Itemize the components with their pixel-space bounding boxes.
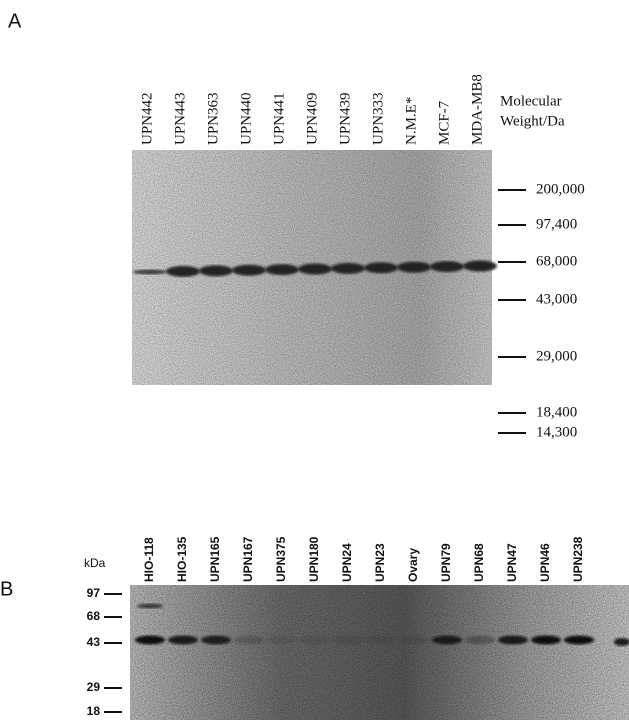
band [432, 635, 462, 645]
band [463, 260, 497, 272]
lane-label: UPN68 [472, 543, 486, 582]
marker-label: 97 [87, 586, 101, 600]
marker-label: 18 [87, 704, 101, 718]
band [168, 635, 198, 645]
band [300, 635, 330, 645]
band [364, 262, 398, 274]
band [366, 635, 396, 645]
band [465, 635, 495, 645]
lane-label: Ovary [406, 548, 420, 582]
lane-label: UPN23 [373, 543, 387, 582]
lane-label: MDA-MB8 [469, 74, 485, 145]
lane-label: UPN440 [238, 92, 254, 145]
band [265, 264, 299, 276]
lane-label: UPN46 [538, 543, 552, 582]
band [298, 263, 332, 275]
axis-title: Molecular [500, 93, 562, 109]
lane-label: UPN47 [505, 543, 519, 582]
axis-title: Weight/Da [500, 113, 565, 129]
panel-label: B [0, 578, 13, 600]
lane-label: N.M.E* [403, 97, 419, 145]
band [333, 635, 363, 645]
unit-label: kDa [84, 556, 106, 570]
lane-label: UPN180 [307, 536, 321, 582]
marker-label: 18,400 [536, 404, 577, 420]
lane-label: UPN238 [571, 536, 585, 582]
marker-label: 43,000 [536, 291, 577, 307]
marker-label: 68,000 [536, 253, 577, 269]
marker-label: 29 [87, 680, 101, 694]
marker-label: 200,000 [536, 181, 585, 197]
band [234, 635, 264, 645]
lane-label: UPN439 [337, 92, 353, 145]
band [531, 635, 561, 645]
lane-label: HIO-118 [142, 537, 156, 582]
band [166, 265, 200, 277]
marker-label: 68 [87, 609, 101, 623]
lane-label: UPN409 [304, 92, 320, 145]
band [133, 269, 167, 275]
band [614, 638, 629, 646]
lane-label: UPN442 [139, 92, 155, 145]
marker-label: 29,000 [536, 348, 577, 364]
lane-label: UPN443 [172, 92, 188, 145]
lane-label: UPN333 [370, 92, 386, 145]
marker-label: 97,400 [536, 216, 577, 232]
lane-label: UPN441 [271, 92, 287, 145]
marker-label: 14,300 [536, 424, 577, 440]
lane-label: MCF-7 [436, 100, 452, 145]
band [430, 261, 464, 273]
lane-label: UPN363 [205, 92, 221, 145]
lane-label: UPN165 [208, 536, 222, 582]
band [564, 635, 594, 645]
band [201, 635, 231, 645]
panel-label: A [8, 10, 22, 32]
band [232, 264, 266, 276]
band [399, 635, 429, 645]
band [267, 635, 297, 645]
lane-label: UPN375 [274, 536, 288, 582]
marker-label: 43 [87, 635, 101, 649]
band [137, 603, 163, 609]
gel-grain [130, 585, 629, 720]
lane-label: UPN167 [241, 536, 255, 582]
band [498, 635, 528, 645]
lane-label: UPN24 [340, 543, 354, 582]
band [135, 635, 165, 645]
band [397, 261, 431, 273]
lane-label: UPN79 [439, 543, 453, 582]
lane-label: HIO-135 [175, 536, 189, 582]
band [331, 262, 365, 274]
band [199, 265, 233, 277]
